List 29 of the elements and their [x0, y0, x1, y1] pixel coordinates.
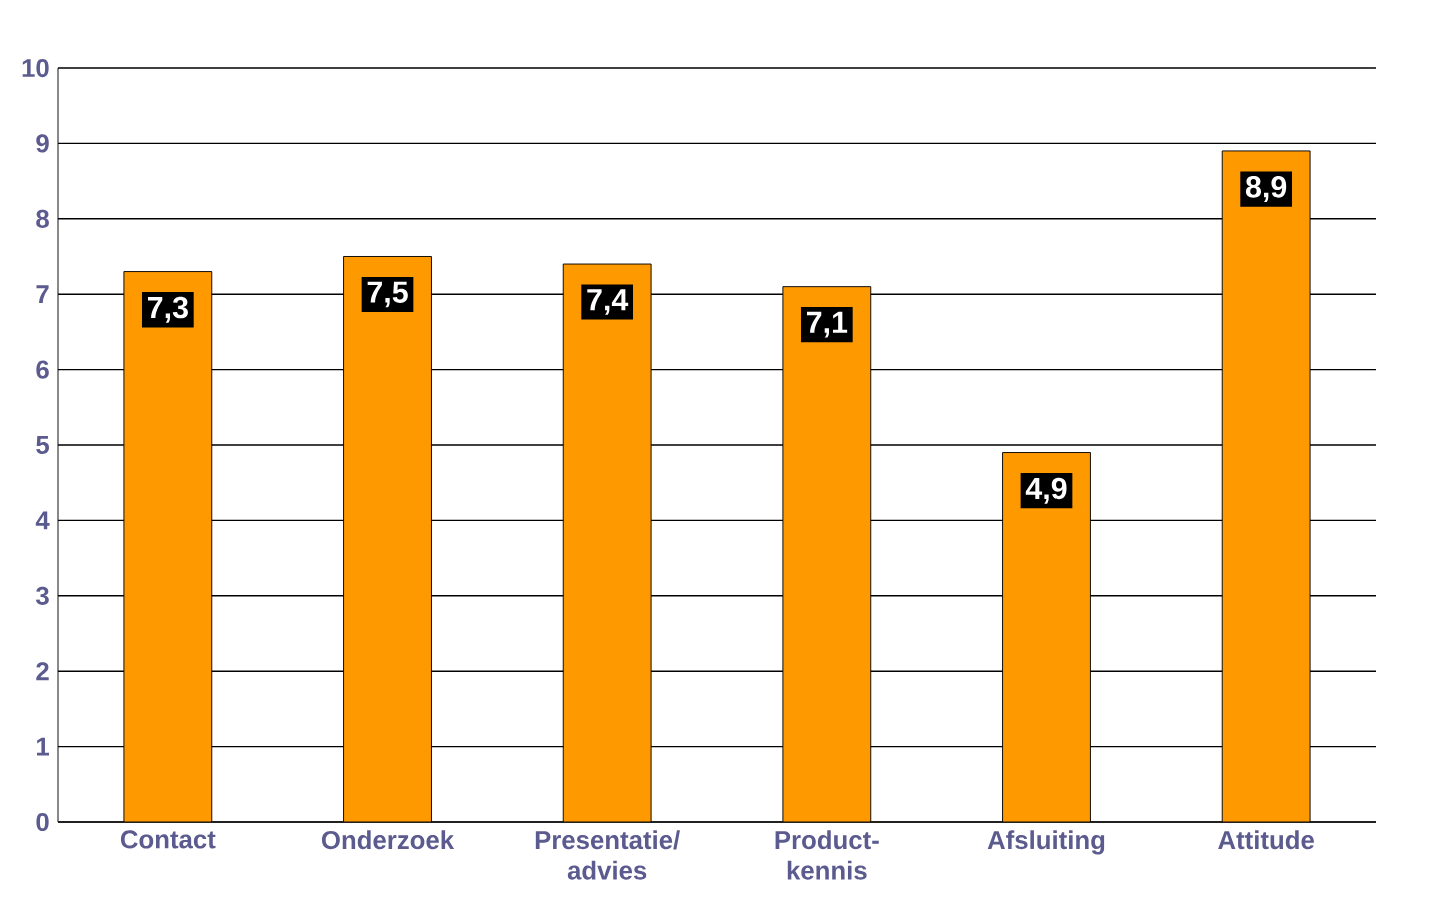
y-tick-label: 7 — [36, 285, 49, 304]
bar — [123, 271, 212, 822]
x-tick-label: Contact — [120, 830, 216, 849]
y-tick-label: 3 — [35, 586, 49, 605]
y-tick-label: 8 — [36, 209, 49, 228]
data-label: 7,3 — [147, 296, 188, 323]
y-tick-label: 4 — [35, 511, 50, 530]
x-tick-label: Afsluiting — [987, 830, 1105, 855]
x-tick-label: Presentatie/ advies — [535, 830, 680, 880]
data-label: 7,5 — [367, 281, 408, 308]
bar — [343, 256, 432, 822]
y-tick-label: 6 — [36, 360, 49, 379]
y-tick-label: 0 — [36, 812, 49, 832]
y-tick-label: 10 — [22, 58, 49, 78]
y-tick-label: 2 — [36, 662, 49, 681]
data-label: 4,9 — [1025, 477, 1067, 504]
bar — [1221, 150, 1311, 822]
x-tick-label: Attitude — [1218, 830, 1314, 850]
bar — [1002, 452, 1091, 822]
y-tick-label: 5 — [36, 436, 49, 454]
data-label: 7,4 — [587, 289, 629, 315]
data-label: 8,9 — [1245, 176, 1287, 203]
x-tick-label: Product-kennis — [775, 830, 879, 880]
y-tick-label: 9 — [36, 134, 49, 153]
x-tick-label: Onderzoek — [321, 830, 455, 850]
y-tick-label: 1 — [37, 737, 49, 756]
bar — [782, 286, 871, 822]
data-label: 7,1 — [806, 311, 848, 338]
bar — [563, 264, 652, 822]
